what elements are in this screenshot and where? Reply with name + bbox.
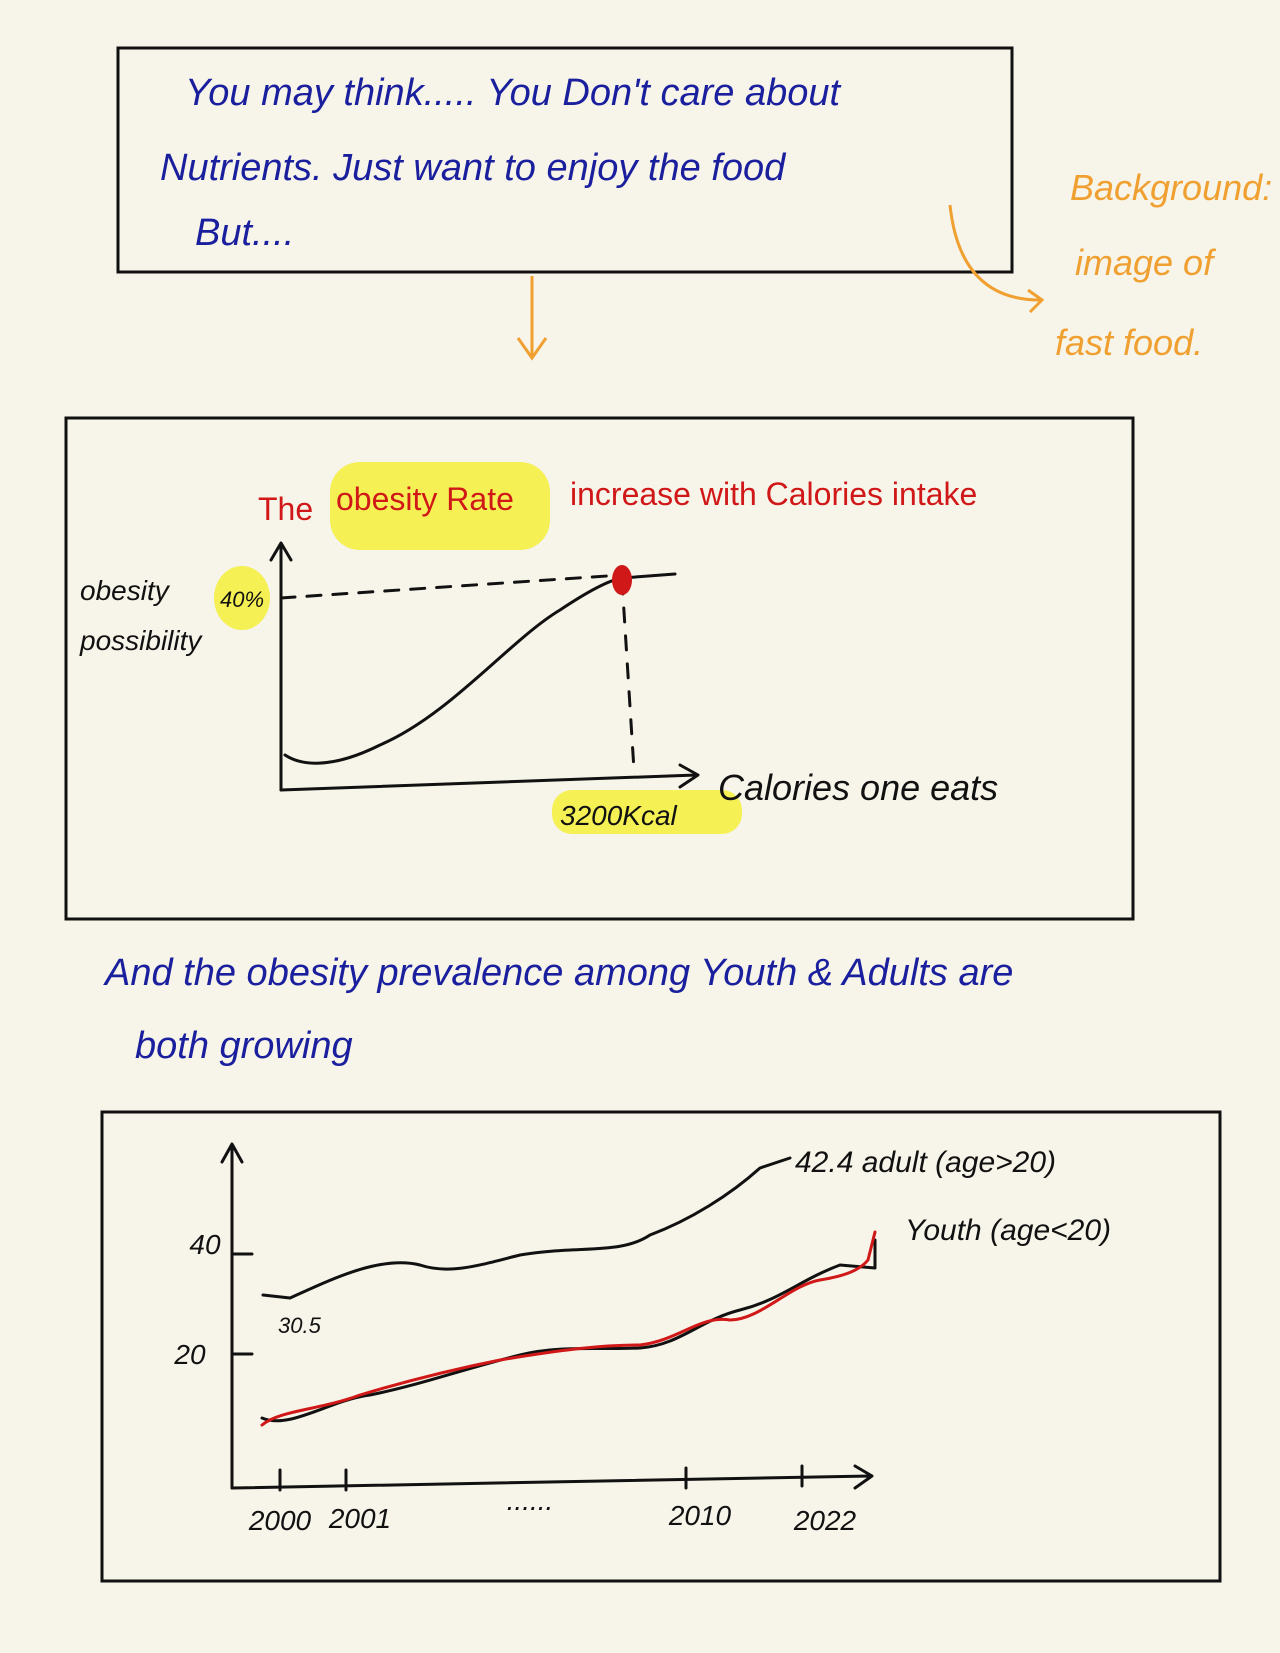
y-label: obesity — [80, 575, 171, 606]
x-tick-label: 2000 — [248, 1505, 312, 1536]
youth-line — [260, 1230, 877, 1427]
y-marker: 40% — [220, 587, 264, 612]
x-tick-label: 2001 — [328, 1503, 391, 1534]
x-marker: 3200Kcal — [560, 800, 678, 831]
x-label: Calories one eats — [718, 767, 998, 808]
side-arrow — [948, 204, 1045, 314]
caption-line: both growing — [135, 1025, 353, 1067]
guide-line — [620, 578, 636, 772]
start-label: 30.5 — [278, 1313, 322, 1338]
youth-line-black — [260, 1238, 877, 1423]
peak-dot — [612, 565, 632, 595]
y-axis — [220, 1142, 244, 1490]
note-line: But.... — [195, 212, 294, 254]
highlight — [552, 790, 742, 834]
chart-title: The — [258, 491, 313, 527]
down-arrow — [516, 276, 548, 361]
side-note-line: image of — [1075, 242, 1217, 283]
chart-2-frame — [100, 1110, 1222, 1583]
caption-line: And the obesity prevalence among Youth &… — [103, 952, 1013, 994]
highlight — [330, 462, 550, 550]
x-tick-label: 2022 — [793, 1505, 857, 1536]
chart-1-frame — [64, 416, 1135, 921]
side-note-line: Background: — [1070, 167, 1272, 208]
y-tick-label: 40 — [189, 1229, 221, 1260]
x-axis — [230, 1464, 874, 1490]
chart-title: obesity Rate — [336, 481, 514, 517]
y-tick — [230, 1252, 254, 1356]
x-axis — [279, 763, 700, 792]
chart-title: increase with Calories intake — [570, 476, 977, 512]
x-tick-label: ...... — [507, 1485, 554, 1516]
y-label: possibility — [79, 625, 203, 656]
youth-label: Youth (age<20) — [905, 1214, 1111, 1247]
highlight — [214, 566, 270, 630]
adult-line — [261, 1156, 792, 1300]
note-line: You may think..... You Don't care about — [185, 72, 842, 114]
y-tick-label: 20 — [173, 1339, 206, 1370]
x-tick-label: 2010 — [668, 1500, 732, 1531]
y-axis — [269, 541, 293, 792]
adult-label: 42.4 adult (age>20) — [795, 1146, 1056, 1179]
note-frame — [116, 46, 1014, 274]
guide-line — [279, 573, 624, 600]
side-note-line: fast food. — [1055, 322, 1203, 363]
note-line: Nutrients. Just want to enjoy the food — [160, 147, 787, 189]
x-tick — [278, 1464, 804, 1492]
curve — [283, 572, 677, 765]
